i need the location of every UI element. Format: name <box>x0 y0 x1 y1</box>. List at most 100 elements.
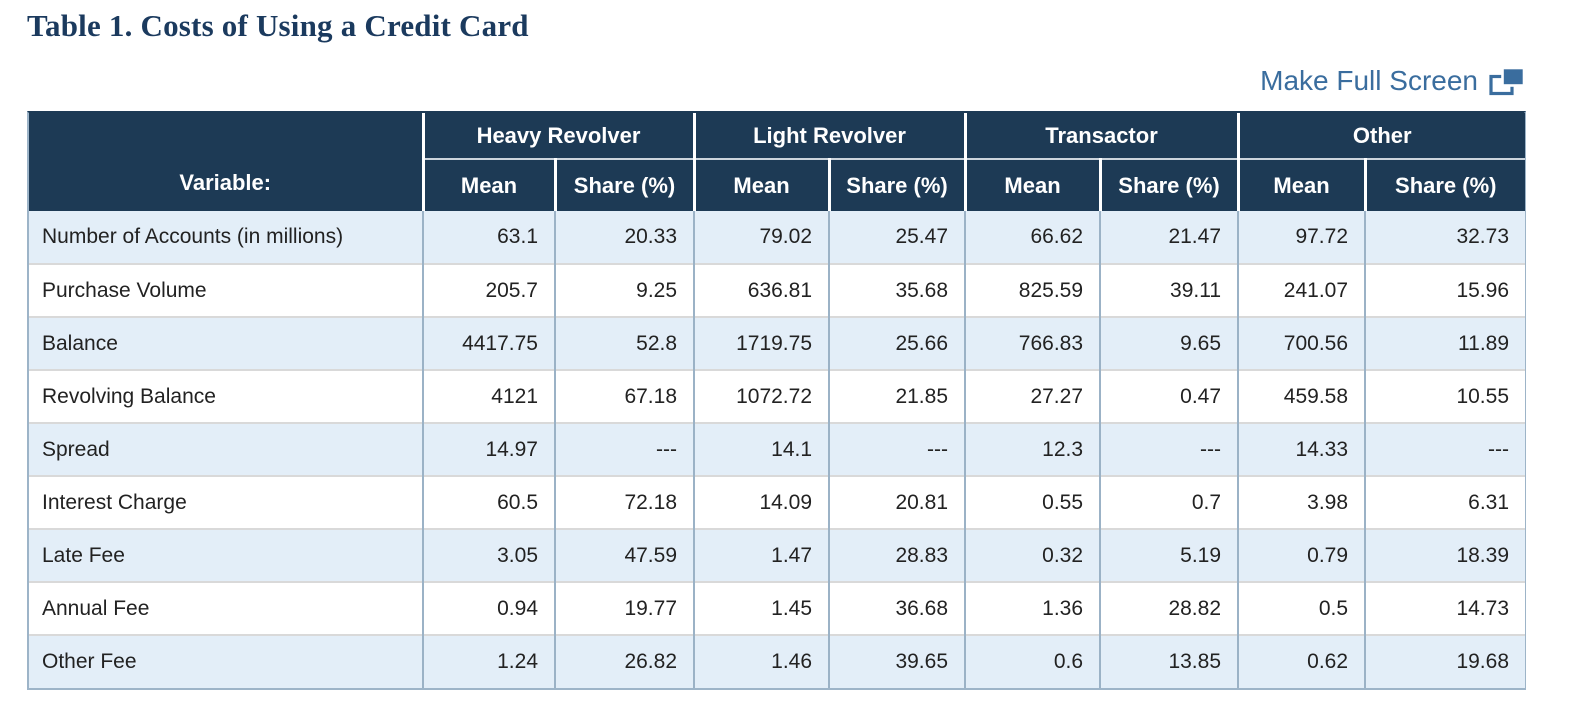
cell-value: 36.68 <box>828 581 966 636</box>
table-row: Number of Accounts (in millions) 63.1 20… <box>29 211 1526 265</box>
cell-value: 0.94 <box>422 581 555 636</box>
cell-value: 1072.72 <box>693 369 830 424</box>
cell-value: 0.79 <box>1237 528 1366 583</box>
cell-value: 5.19 <box>1099 528 1239 583</box>
row-label: Spread <box>29 422 423 477</box>
cell-value: 14.33 <box>1237 422 1366 477</box>
cell-value: 9.65 <box>1099 316 1239 371</box>
cell-value: 1.24 <box>422 634 555 689</box>
cell-value: 60.5 <box>422 475 555 530</box>
cell-value: --- <box>828 422 966 477</box>
table-row: Spread 14.97 --- 14.1 --- 12.3 --- 14.33… <box>29 422 1526 477</box>
subheader-mean: Mean <box>692 159 830 212</box>
row-label: Revolving Balance <box>29 369 423 424</box>
row-label: Interest Charge <box>29 475 423 530</box>
cell-value: 21.85 <box>828 369 966 424</box>
cell-value: 39.11 <box>1099 263 1239 318</box>
cell-value: 47.59 <box>553 528 695 583</box>
cell-value: 20.33 <box>553 211 695 265</box>
row-label: Number of Accounts (in millions) <box>29 211 423 265</box>
cell-value: 1719.75 <box>693 316 830 371</box>
subheader-share: Share (%) <box>1363 159 1526 212</box>
cell-value: 14.73 <box>1364 581 1526 636</box>
page-title: Table 1. Costs of Using a Credit Card <box>27 8 529 43</box>
group-header-other: Other <box>1236 113 1526 161</box>
cell-value: --- <box>1099 422 1239 477</box>
cell-value: 39.65 <box>828 634 966 689</box>
make-fullscreen-button[interactable]: Make Full Screen <box>1260 66 1526 97</box>
row-label: Purchase Volume <box>29 263 423 318</box>
cell-value: 72.18 <box>553 475 695 530</box>
cell-value: 766.83 <box>964 316 1101 371</box>
table-row: Annual Fee 0.94 19.77 1.45 36.68 1.36 28… <box>29 581 1526 636</box>
cell-value: 21.47 <box>1099 211 1239 265</box>
cell-value: 26.82 <box>553 634 695 689</box>
cell-value: 67.18 <box>553 369 695 424</box>
cell-value: 19.77 <box>553 581 695 636</box>
cell-value: --- <box>1364 422 1526 477</box>
subheader-share: Share (%) <box>827 159 966 212</box>
cell-value: 241.07 <box>1237 263 1366 318</box>
row-label: Late Fee <box>29 528 423 583</box>
cell-value: 11.89 <box>1364 316 1526 371</box>
cell-value: 28.82 <box>1099 581 1239 636</box>
cell-value: 79.02 <box>693 211 830 265</box>
cell-value: 0.6 <box>964 634 1101 689</box>
cell-value: 1.47 <box>693 528 830 583</box>
row-label: Other Fee <box>29 634 423 689</box>
table-row: Purchase Volume 205.7 9.25 636.81 35.68 … <box>29 263 1526 318</box>
group-header-heavy-revolver: Heavy Revolver <box>421 113 695 161</box>
page: Table 1. Costs of Using a Credit Card Ma… <box>27 8 1526 691</box>
cell-value: 700.56 <box>1237 316 1366 371</box>
cell-value: 636.81 <box>693 263 830 318</box>
cell-value: 0.7 <box>1099 475 1239 530</box>
cell-value: 1.46 <box>693 634 830 689</box>
table-row: Late Fee 3.05 47.59 1.47 28.83 0.32 5.19… <box>29 528 1526 583</box>
cell-value: 1.45 <box>693 581 830 636</box>
subheader-mean: Mean <box>963 159 1101 212</box>
cell-value: 3.05 <box>422 528 555 583</box>
cell-value: 459.58 <box>1237 369 1366 424</box>
row-label: Balance <box>29 316 423 371</box>
subheader-share: Share (%) <box>553 159 695 212</box>
table-row: Other Fee 1.24 26.82 1.46 39.65 0.6 13.8… <box>29 634 1526 689</box>
cell-value: 0.55 <box>964 475 1101 530</box>
row-label: Annual Fee <box>29 581 423 636</box>
cell-value: 4417.75 <box>422 316 555 371</box>
fullscreen-icon <box>1488 66 1526 97</box>
group-header-light-revolver: Light Revolver <box>692 113 966 161</box>
cell-value: 14.1 <box>693 422 830 477</box>
cell-value: 205.7 <box>422 263 555 318</box>
cell-value: 63.1 <box>422 211 555 265</box>
cell-value: 97.72 <box>1237 211 1366 265</box>
table-row: Revolving Balance 4121 67.18 1072.72 21.… <box>29 369 1526 424</box>
cell-value: 20.81 <box>828 475 966 530</box>
cell-value: 0.5 <box>1237 581 1366 636</box>
cell-value: 12.3 <box>964 422 1101 477</box>
table-header: Variable: Heavy Revolver Light Revolver … <box>29 113 1526 212</box>
cell-value: 6.31 <box>1364 475 1526 530</box>
cell-value: 25.47 <box>828 211 966 265</box>
cell-value: --- <box>553 422 695 477</box>
subheader-share: Share (%) <box>1098 159 1239 212</box>
table-row: Balance 4417.75 52.8 1719.75 25.66 766.8… <box>29 316 1526 371</box>
cell-value: 18.39 <box>1364 528 1526 583</box>
cell-value: 19.68 <box>1364 634 1526 689</box>
cell-value: 28.83 <box>828 528 966 583</box>
make-fullscreen-label: Make Full Screen <box>1260 65 1478 97</box>
cell-value: 0.32 <box>964 528 1101 583</box>
cell-value: 14.97 <box>422 422 555 477</box>
cell-value: 0.62 <box>1237 634 1366 689</box>
cell-value: 25.66 <box>828 316 966 371</box>
cell-value: 14.09 <box>693 475 830 530</box>
cell-value: 32.73 <box>1364 211 1526 265</box>
cell-value: 4121 <box>422 369 555 424</box>
subheader-mean: Mean <box>1236 159 1366 212</box>
cell-value: 27.27 <box>964 369 1101 424</box>
table-row: Interest Charge 60.5 72.18 14.09 20.81 0… <box>29 475 1526 530</box>
cell-value: 1.36 <box>964 581 1101 636</box>
variable-column-header: Variable: <box>29 113 423 212</box>
cell-value: 15.96 <box>1364 263 1526 318</box>
cell-value: 35.68 <box>828 263 966 318</box>
group-header-transactor: Transactor <box>963 113 1239 161</box>
